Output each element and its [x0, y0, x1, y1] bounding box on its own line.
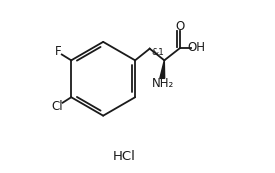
Polygon shape: [160, 60, 165, 78]
Text: OH: OH: [187, 41, 205, 54]
Text: HCl: HCl: [112, 149, 135, 162]
Text: NH₂: NH₂: [152, 77, 174, 90]
Text: Cl: Cl: [52, 100, 64, 113]
Text: O: O: [176, 20, 185, 33]
Text: &1: &1: [151, 48, 164, 57]
Text: F: F: [55, 45, 62, 58]
